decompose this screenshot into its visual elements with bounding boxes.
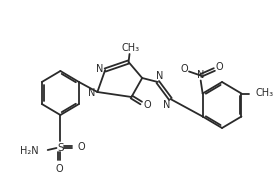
Text: N: N xyxy=(163,100,170,110)
Text: N: N xyxy=(96,64,103,74)
Text: H₂N: H₂N xyxy=(20,146,39,156)
Text: N: N xyxy=(156,71,163,81)
Text: O: O xyxy=(77,142,85,152)
Text: S: S xyxy=(57,143,64,153)
Text: O: O xyxy=(215,61,223,72)
Text: CH₃: CH₃ xyxy=(121,43,140,53)
Text: O: O xyxy=(55,164,63,174)
Text: N: N xyxy=(197,70,205,81)
Text: N: N xyxy=(88,88,95,98)
Text: O: O xyxy=(143,100,151,110)
Text: O: O xyxy=(180,64,188,74)
Text: CH₃: CH₃ xyxy=(255,89,273,98)
